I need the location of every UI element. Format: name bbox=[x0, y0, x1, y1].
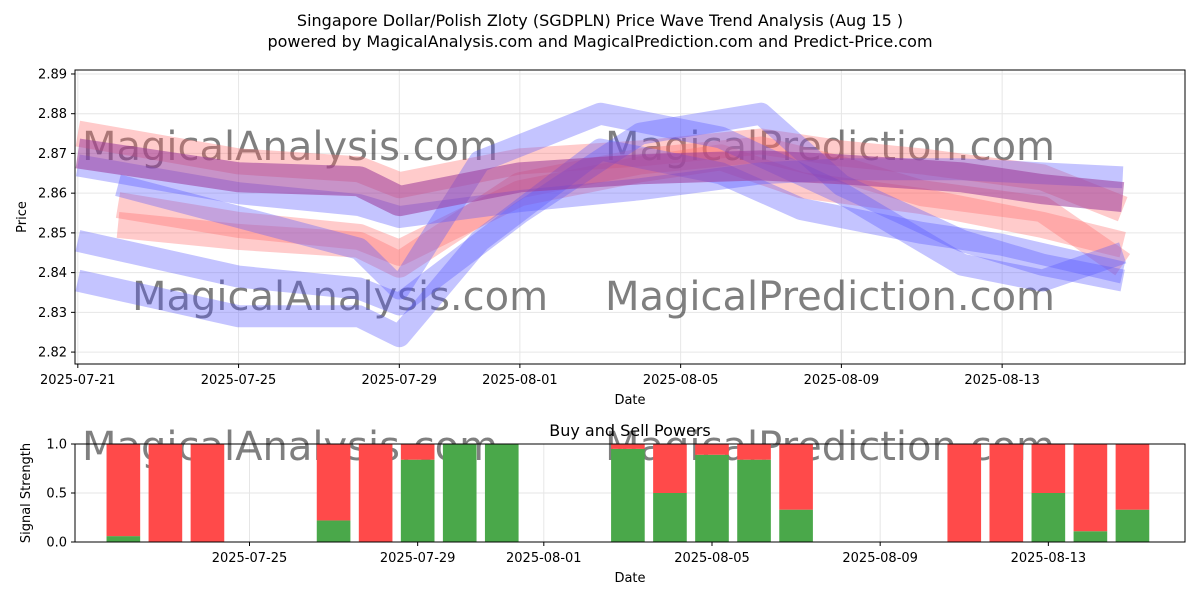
sell-power-bar bbox=[611, 444, 645, 449]
price-x-tick-label: 2025-08-09 bbox=[804, 373, 880, 388]
watermark-mid-left: MagicalAnalysis.com bbox=[132, 274, 548, 320]
price-y-tick-label: 2.88 bbox=[38, 107, 67, 122]
sell-power-bar bbox=[779, 444, 813, 510]
price-y-tick-label: 2.84 bbox=[38, 266, 67, 281]
sell-power-bar bbox=[358, 444, 393, 542]
sell-power-bar bbox=[190, 444, 225, 542]
price-y-tick-label: 2.89 bbox=[38, 67, 67, 82]
wave-band-purple-7 bbox=[75, 138, 1125, 217]
price-x-tick-label: 2025-08-01 bbox=[482, 373, 558, 388]
buy-power-bar bbox=[737, 459, 771, 542]
buy-power-bar bbox=[1115, 509, 1150, 542]
price-x-tick-label: 2025-08-13 bbox=[964, 373, 1040, 388]
price-x-tick-label: 2025-07-25 bbox=[201, 373, 277, 388]
price-y-tick-label: 2.82 bbox=[38, 346, 67, 361]
wave-band-blue-4 bbox=[75, 102, 1125, 316]
price-y-tick-label: 2.86 bbox=[38, 187, 67, 202]
watermark-bottom-left: MagicalAnalysis.com bbox=[82, 424, 498, 470]
signal-x-ticks: 2025-07-25 2025-07-29 2025-08-01 2025-08-05… bbox=[212, 542, 1086, 566]
price-y-tick-label: 2.87 bbox=[38, 147, 67, 162]
signal-y-ticks: 0.0 0.5 1.0 bbox=[46, 438, 75, 551]
signal-y-axis-label: Signal Strength bbox=[19, 443, 34, 543]
price-y-ticks: 2.82 2.83 2.84 2.85 2.86 2.87 2.88 2.89 bbox=[38, 67, 75, 361]
signal-x-tick-label: 2025-08-09 bbox=[842, 551, 918, 566]
wave-band-blue-3 bbox=[75, 138, 1126, 348]
sell-power-bar bbox=[1073, 444, 1108, 532]
price-plot-background bbox=[75, 70, 1185, 364]
sell-power-bar bbox=[947, 444, 982, 542]
signal-y-tick-label: 1.0 bbox=[46, 438, 67, 453]
signal-x-tick-label: 2025-08-05 bbox=[674, 551, 750, 566]
chart-title: Singapore Dollar/Polish Zloty (SGDPLN) P… bbox=[297, 11, 903, 30]
buy-power-bar bbox=[106, 536, 141, 542]
buy-power-bar bbox=[779, 509, 813, 542]
price-x-ticks: 2025-07-21 2025-07-25 2025-07-29 2025-08-01… bbox=[40, 364, 1040, 388]
price-grid bbox=[75, 70, 1185, 364]
signal-plot-title: Buy and Sell Powers bbox=[549, 421, 711, 440]
buy-power-bar bbox=[1073, 531, 1108, 542]
signal-y-tick-label: 0.0 bbox=[46, 536, 67, 551]
sell-power-bar bbox=[989, 444, 1024, 542]
sell-power-bar bbox=[400, 444, 435, 460]
signal-x-tick-label: 2025-07-29 bbox=[380, 551, 456, 566]
sell-power-bar bbox=[1115, 444, 1150, 510]
buy-power-bar bbox=[400, 459, 435, 542]
wave-band-blue-6 bbox=[115, 102, 1127, 300]
buy-power-bar bbox=[1031, 493, 1066, 542]
sell-power-bar bbox=[653, 444, 687, 493]
price-x-axis-label: Date bbox=[614, 393, 645, 408]
buy-power-bar bbox=[316, 520, 351, 542]
signal-plot: Buy and Sell Powers MagicalAnalysis.com … bbox=[19, 421, 1186, 586]
signal-x-axis-label: Date bbox=[614, 571, 645, 586]
signal-x-tick-label: 2025-08-13 bbox=[1011, 551, 1087, 566]
sell-power-bar bbox=[316, 444, 351, 521]
watermark-mid-right: MagicalPrediction.com bbox=[605, 274, 1055, 320]
signal-x-tick-label: 2025-07-25 bbox=[212, 551, 288, 566]
price-plot: MagicalAnalysis.com MagicalPrediction.co… bbox=[15, 67, 1186, 408]
signal-x-tick-label: 2025-08-01 bbox=[506, 551, 582, 566]
buy-power-bar bbox=[695, 454, 729, 542]
price-x-tick-label: 2025-07-29 bbox=[362, 373, 438, 388]
buy-power-bar bbox=[484, 444, 519, 542]
buy-power-bar bbox=[653, 493, 687, 542]
chart-subtitle: powered by MagicalAnalysis.com and Magic… bbox=[267, 32, 932, 51]
price-x-tick-label: 2025-07-21 bbox=[40, 373, 116, 388]
sell-power-bar bbox=[1031, 444, 1066, 493]
buy-power-bar bbox=[442, 444, 477, 542]
sell-power-bar bbox=[695, 444, 729, 455]
price-plot-frame bbox=[74, 69, 1186, 365]
sell-power-bar bbox=[737, 444, 771, 460]
buy-power-bar bbox=[611, 448, 645, 542]
price-y-axis-label: Price bbox=[15, 201, 30, 233]
price-x-tick-label: 2025-08-05 bbox=[643, 373, 719, 388]
wave-bands bbox=[75, 102, 1131, 348]
sell-power-bar bbox=[148, 444, 183, 542]
price-y-tick-label: 2.85 bbox=[38, 226, 67, 241]
price-y-tick-label: 2.83 bbox=[38, 306, 67, 321]
signal-y-tick-label: 0.5 bbox=[46, 487, 67, 502]
sell-power-bar bbox=[106, 444, 141, 537]
signal-bars bbox=[106, 444, 1150, 542]
